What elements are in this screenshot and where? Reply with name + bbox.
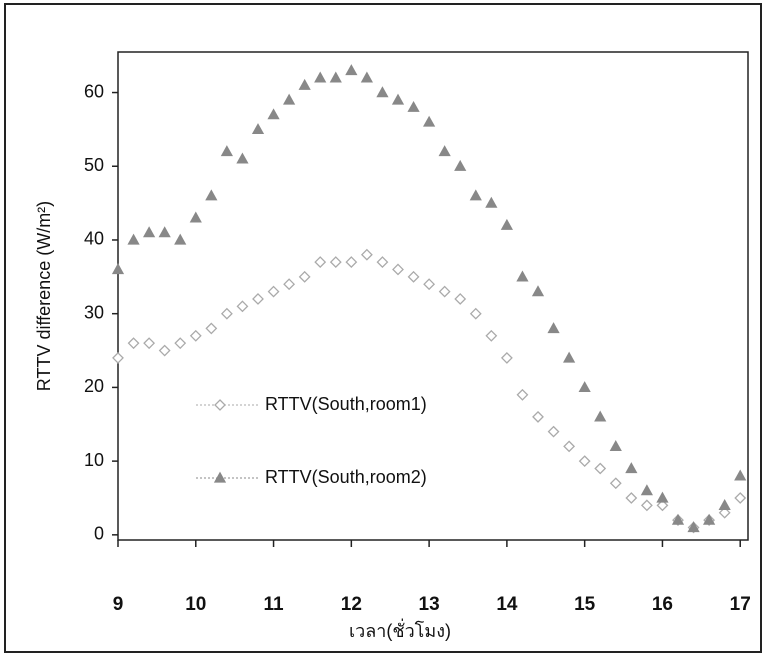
point [253, 294, 263, 304]
legend-label: RTTV(South,room2) [265, 467, 427, 487]
point [362, 250, 372, 260]
point [735, 471, 745, 480]
x-tick-label: 16 [652, 594, 673, 615]
point [393, 264, 403, 274]
point [626, 493, 636, 503]
point [191, 213, 201, 222]
point [657, 493, 667, 502]
point [517, 390, 527, 400]
point [502, 353, 512, 363]
point [269, 110, 279, 119]
y-tick-label: 30 [84, 302, 104, 322]
legend-label: RTTV(South,room1) [265, 394, 427, 414]
point [300, 80, 310, 89]
point [409, 102, 419, 111]
point [611, 478, 621, 488]
point [206, 323, 216, 333]
point [440, 147, 450, 156]
point [144, 228, 154, 237]
point [362, 73, 372, 82]
point [533, 287, 543, 296]
point [331, 257, 341, 267]
y-tick-label: 50 [84, 155, 104, 175]
point [269, 287, 279, 297]
point [471, 309, 481, 319]
point [160, 346, 170, 356]
x-tick-label: 11 [264, 594, 285, 615]
point [144, 338, 154, 348]
point [346, 65, 356, 74]
point [331, 73, 341, 82]
point [222, 309, 232, 319]
point [580, 382, 590, 391]
point [502, 220, 512, 229]
y-tick-label: 60 [84, 81, 104, 101]
y-axis-title: RTTV difference (W/m²) [34, 201, 54, 391]
point [113, 264, 123, 273]
point [346, 257, 356, 267]
point [237, 301, 247, 311]
point [160, 228, 170, 237]
point [424, 279, 434, 289]
point [315, 73, 325, 82]
point [440, 287, 450, 297]
x-tick-label: 12 [341, 594, 362, 615]
point [129, 235, 139, 244]
chart: เวลา(ชั่วโมง) RTTV difference (W/m²) 0 10… [0, 0, 767, 661]
point [626, 463, 636, 472]
point [735, 493, 745, 503]
point [300, 272, 310, 282]
legend-marker [215, 400, 225, 410]
point [377, 257, 387, 267]
point [720, 500, 730, 509]
point [284, 279, 294, 289]
point [486, 331, 496, 341]
point [113, 353, 123, 363]
point [580, 456, 590, 466]
point [409, 272, 419, 282]
x-tick-label: 13 [419, 594, 440, 615]
point [424, 117, 434, 126]
y-tick-label: 0 [94, 524, 104, 544]
point [377, 88, 387, 97]
point [486, 198, 496, 207]
point [564, 441, 574, 451]
point [642, 500, 652, 510]
point [517, 272, 527, 281]
point [315, 257, 325, 267]
point [129, 338, 139, 348]
point [393, 95, 403, 104]
x-axis-title: เวลา(ชั่วโมง) [349, 618, 451, 641]
point [222, 147, 232, 156]
point [455, 294, 465, 304]
point [237, 154, 247, 163]
x-tick-label: 17 [730, 594, 751, 615]
x-tick-label: 14 [496, 594, 518, 615]
point [549, 323, 559, 332]
point [175, 338, 185, 348]
y-tick-label: 40 [84, 229, 104, 249]
point [564, 353, 574, 362]
y-tick-label: 20 [84, 376, 104, 396]
point [206, 191, 216, 200]
x-tick-label: 15 [574, 594, 596, 615]
point [471, 191, 481, 200]
point [595, 463, 605, 473]
point [253, 124, 263, 133]
point [642, 486, 652, 495]
point [595, 412, 605, 421]
x-tick-label: 9 [113, 594, 124, 615]
point [549, 427, 559, 437]
y-tick-label: 10 [84, 450, 104, 470]
x-tick-label: 10 [185, 594, 206, 615]
point [284, 95, 294, 104]
point [611, 441, 621, 450]
point [533, 412, 543, 422]
point [191, 331, 201, 341]
point [175, 235, 185, 244]
point [455, 161, 465, 170]
